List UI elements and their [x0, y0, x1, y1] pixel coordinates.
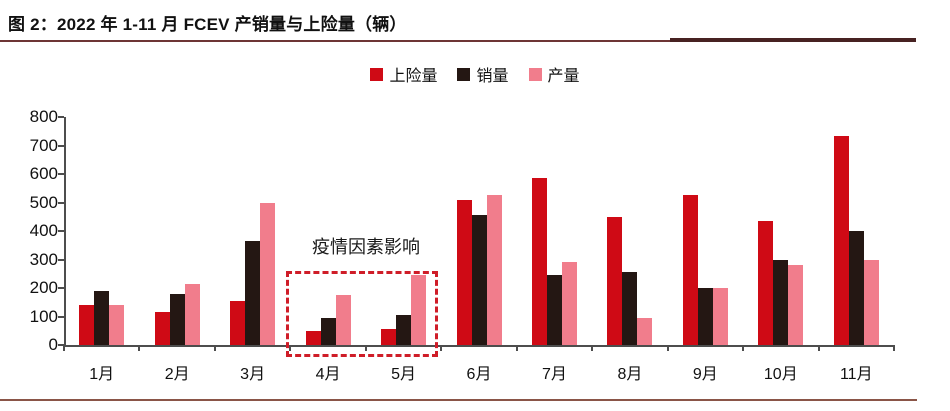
bar-上险量-1月 [79, 305, 95, 345]
title-underline-thick [670, 38, 916, 42]
x-axis-tick [289, 345, 292, 351]
legend-item-产量: 产量 [528, 62, 580, 86]
x-axis-label-10月: 10月 [763, 366, 798, 383]
bottom-rule [0, 399, 917, 401]
y-axis-tick-label: 300 [29, 249, 58, 269]
y-axis-tick-label: 500 [29, 192, 58, 212]
x-axis-tick [666, 345, 669, 351]
bar-销量-5月 [396, 315, 412, 345]
x-axis-label-1月: 1月 [89, 366, 115, 383]
x-axis-tick [138, 345, 141, 351]
x-axis-tick [364, 345, 367, 351]
x-axis-label-2月: 2月 [164, 366, 190, 383]
bar-销量-1月 [94, 290, 110, 345]
bar-上险量-3月 [230, 300, 246, 345]
x-axis-label-6月: 6月 [466, 366, 492, 383]
x-axis-label-5月: 5月 [391, 366, 416, 383]
bar-产量-10月 [788, 265, 804, 345]
bar-上险量-7月 [531, 178, 547, 345]
y-axis-tick [58, 201, 64, 204]
bar-销量-8月 [622, 272, 638, 345]
legend-item-销量: 销量 [457, 62, 509, 86]
legend-swatch-icon [457, 67, 471, 81]
bar-产量-8月 [637, 317, 653, 345]
legend-swatch-icon [528, 67, 542, 81]
y-axis-tick [58, 344, 64, 346]
y-axis-tick-label: 400 [29, 221, 58, 240]
x-axis-tick [440, 345, 443, 351]
covid-impact-annotation: 疫情因素影响 [312, 237, 420, 257]
y-axis-tick [58, 144, 64, 147]
y-axis-tick [58, 173, 64, 175]
y-axis-tick-label: 600 [29, 164, 58, 183]
y-axis-tick-label: 100 [29, 306, 58, 326]
y-axis-tick [58, 287, 64, 289]
bar-销量-10月 [773, 259, 789, 345]
bar-产量-5月 [411, 275, 427, 345]
bar-产量-11月 [863, 259, 879, 345]
bar-上险量-5月 [381, 329, 397, 345]
bar-产量-4月 [335, 295, 351, 345]
y-axis-tick [58, 116, 64, 118]
y-axis-tick-label: 200 [29, 278, 58, 297]
bar-销量-2月 [169, 293, 185, 345]
bar-产量-2月 [184, 283, 200, 345]
bar-产量-3月 [260, 202, 276, 345]
bar-上险量-8月 [607, 216, 623, 345]
x-axis-label-8月: 8月 [617, 366, 643, 383]
y-axis-tick [58, 258, 64, 261]
y-axis-tick-label: 0 [48, 335, 58, 354]
legend-label: 产量 [547, 68, 580, 85]
bar-销量-7月 [546, 275, 562, 345]
bar-销量-9月 [697, 288, 713, 345]
x-axis-tick [213, 345, 216, 351]
x-axis-tick [63, 345, 65, 351]
covid-impact-dashed-box [286, 271, 438, 357]
y-axis-tick [58, 315, 64, 318]
bar-销量-4月 [320, 317, 336, 345]
bar-上险量-4月 [305, 330, 321, 345]
x-axis-tick [817, 345, 820, 351]
legend-swatch-icon [370, 67, 384, 81]
legend-item-上险量: 上险量 [370, 62, 437, 86]
x-axis-tick [591, 345, 594, 351]
bar-产量-1月 [109, 305, 125, 345]
bar-上险量-6月 [456, 199, 472, 345]
title-underline-thin [0, 40, 916, 42]
figure-title: 图 2：2022 年 1-11 月 FCEV 产销量与上险量（辆） [8, 15, 407, 34]
bar-产量-9月 [712, 288, 728, 345]
x-axis-line [64, 345, 894, 347]
x-axis-tick [515, 345, 518, 351]
bar-产量-6月 [486, 195, 502, 345]
x-axis-label-7月: 7月 [542, 366, 567, 383]
bar-上险量-9月 [682, 195, 698, 345]
bar-销量-6月 [471, 215, 487, 345]
y-axis-line [64, 117, 66, 345]
legend-label: 上险量 [389, 68, 438, 85]
bar-上险量-10月 [758, 221, 774, 345]
x-axis-tick [742, 345, 745, 351]
x-axis-label-9月: 9月 [692, 366, 718, 383]
y-axis-tick-label: 700 [29, 135, 58, 155]
bar-销量-11月 [848, 231, 864, 345]
chart-legend: 上险量 销量 产量 [0, 62, 950, 86]
x-axis-tick [893, 345, 895, 351]
legend-label: 销量 [476, 68, 509, 85]
bar-上险量-11月 [833, 135, 849, 345]
y-axis-tick [58, 230, 64, 232]
x-axis-label-3月: 3月 [240, 366, 266, 383]
y-axis-tick-label: 800 [29, 107, 58, 126]
bar-产量-7月 [561, 262, 577, 345]
x-axis-label-11月: 11月 [839, 366, 873, 383]
bar-上险量-2月 [154, 312, 170, 345]
x-axis-label-4月: 4月 [315, 366, 341, 383]
bar-销量-3月 [245, 240, 261, 345]
